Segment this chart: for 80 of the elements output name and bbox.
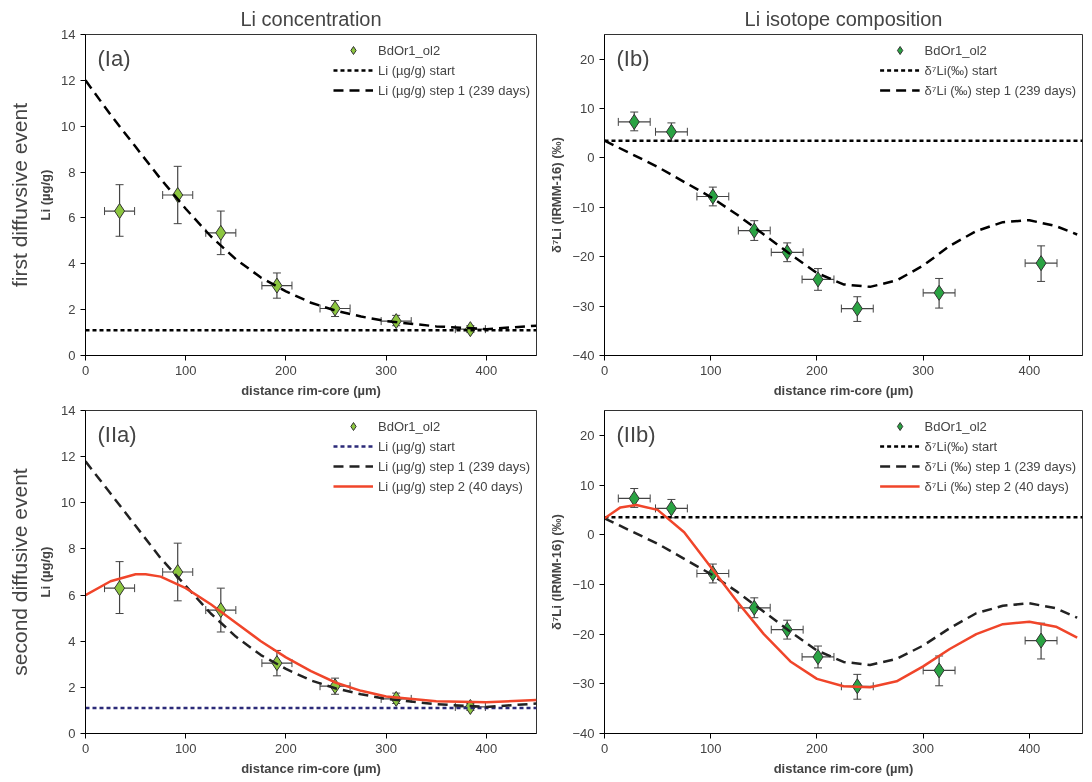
x-tick-label: 400 — [1018, 740, 1041, 756]
legend-label: BdOr1_ol2 — [377, 42, 441, 58]
x-axis-title: distance rim-core (µm) — [241, 382, 381, 398]
y-tick-label: 14 — [61, 403, 76, 418]
legend-label: BdOr1_ol2 — [377, 418, 441, 434]
annotation: (IIa) — [97, 421, 137, 447]
annotation: (Ib) — [616, 45, 650, 71]
y-tick-label: 2 — [68, 302, 76, 318]
y-tick-label: −10 — [572, 199, 595, 215]
legend-label: Li (µg/g) start — [377, 438, 455, 454]
y-axis-title: δ⁷Li (IRMM-16) (‰) — [549, 514, 565, 630]
y-tick-label: 20 — [580, 427, 595, 443]
legend-label: Li (µg/g) step 1 (239 days) — [377, 458, 530, 474]
x-tick-label: 100 — [174, 740, 197, 756]
x-axis-title: distance rim-core (µm) — [773, 760, 914, 776]
y-tick-label: 4 — [68, 256, 76, 272]
y-tick-label: 10 — [61, 118, 76, 134]
x-tick-label: 400 — [475, 740, 498, 756]
y-tick-label: 0 — [587, 527, 595, 543]
y-tick-label: −10 — [572, 576, 595, 592]
legend-label: δ⁷Li(‰) start — [924, 438, 998, 454]
annotation: (Ia) — [97, 45, 131, 71]
x-axis-title: distance rim-core (µm) — [773, 382, 914, 398]
y-tick-label: 10 — [61, 495, 76, 511]
legend-label: Li (µg/g) start — [377, 62, 455, 78]
x-tick-label: 400 — [475, 362, 498, 378]
y-tick-label: −20 — [572, 249, 595, 265]
x-tick-label: 100 — [699, 362, 722, 378]
x-tick-label: 200 — [275, 740, 297, 756]
x-tick-label: 300 — [375, 740, 398, 756]
legend-label: BdOr1_ol2 — [924, 42, 987, 58]
legend-label: δ⁷Li (‰) step 2 (40 days) — [924, 478, 1069, 494]
y-tick-label: 12 — [61, 72, 76, 88]
y-tick-label: −40 — [572, 726, 595, 741]
chart-title: Li isotope composition — [744, 7, 943, 30]
x-tick-label: 0 — [81, 362, 90, 378]
legend-label: BdOr1_ol2 — [924, 418, 987, 434]
y-axis-title: Li (µg/g) — [38, 169, 54, 221]
x-tick-label: 0 — [600, 740, 609, 756]
y-axis-title: δ⁷Li (IRMM-16) (‰) — [549, 137, 565, 253]
x-tick-label: 0 — [600, 362, 609, 378]
legend-label: δ⁷Li (‰) step 1 (239 days) — [924, 458, 1076, 474]
y-tick-label: 0 — [68, 726, 76, 741]
text: second diffusive event — [7, 468, 31, 676]
x-tick-label: 0 — [81, 740, 90, 756]
legend-label: Li (µg/g) step 2 (40 days) — [377, 478, 523, 494]
y-tick-label: 10 — [580, 101, 595, 117]
y-tick-label: 14 — [61, 27, 76, 42]
x-tick-label: 100 — [174, 362, 197, 378]
y-tick-label: 12 — [61, 449, 76, 465]
x-tick-label: 100 — [699, 740, 722, 756]
x-tick-label: 300 — [375, 362, 398, 378]
legend-label: δ⁷Li(‰) start — [924, 62, 998, 78]
y-axis-title: Li (µg/g) — [38, 546, 54, 598]
y-tick-label: 10 — [580, 477, 595, 493]
chart-title: Li concentration — [240, 7, 382, 30]
y-tick-label: 0 — [68, 348, 76, 363]
y-tick-label: 2 — [68, 679, 76, 695]
x-axis-title: distance rim-core (µm) — [241, 760, 381, 776]
y-tick-label: −40 — [572, 348, 595, 363]
y-tick-label: −20 — [572, 626, 595, 642]
x-tick-label: 200 — [806, 362, 828, 378]
x-tick-label: 400 — [1018, 362, 1041, 378]
y-tick-label: 6 — [68, 587, 76, 603]
y-tick-label: 4 — [68, 633, 76, 649]
y-tick-label: −30 — [572, 676, 595, 692]
x-tick-label: 300 — [912, 740, 935, 756]
x-tick-label: 300 — [912, 362, 935, 378]
text: first diffuvsive event — [7, 102, 31, 288]
y-tick-label: 8 — [68, 541, 76, 557]
legend-label: Li (µg/g) step 1 (239 days) — [377, 82, 530, 98]
legend-label: δ⁷Li (‰) step 1 (239 days) — [924, 82, 1076, 98]
x-tick-label: 200 — [806, 740, 828, 756]
x-tick-label: 200 — [275, 362, 297, 378]
y-tick-label: −30 — [572, 298, 595, 314]
y-tick-label: 8 — [68, 164, 76, 180]
annotation: (IIb) — [616, 421, 656, 447]
y-tick-label: 0 — [587, 150, 595, 166]
y-tick-label: 6 — [68, 210, 76, 226]
y-tick-label: 20 — [580, 51, 595, 67]
